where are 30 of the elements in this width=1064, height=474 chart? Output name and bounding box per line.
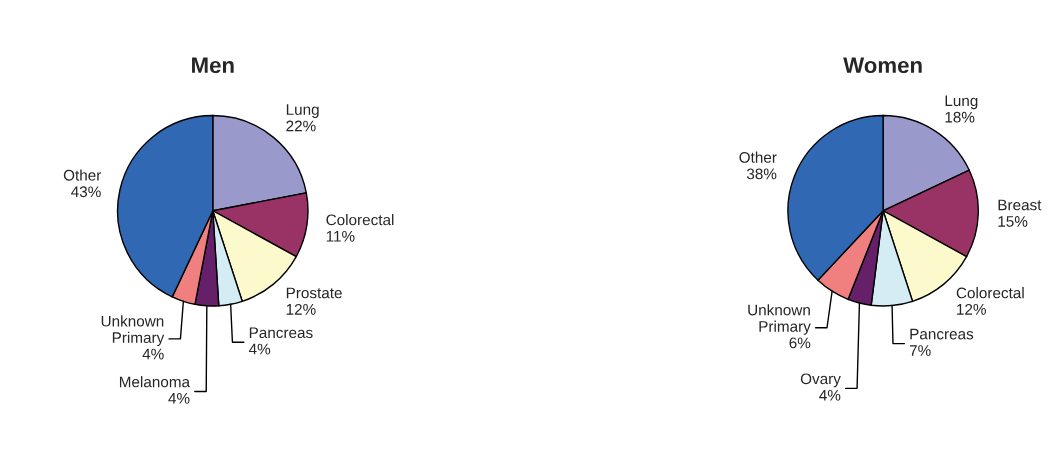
chart-title: Women: [843, 57, 922, 74]
data-label: 22%: [286, 120, 316, 132]
data-label: 15%: [998, 216, 1028, 227]
data-label: 4%: [142, 348, 164, 360]
data-label: 4%: [819, 389, 841, 401]
slice-label: Breast: [998, 199, 1042, 211]
data-label: 11%: [326, 230, 355, 242]
data-label: 18%: [945, 111, 975, 123]
slice-label: Pancreas: [910, 328, 974, 340]
slice-label: Melanoma: [119, 376, 191, 388]
data-label: 43%: [71, 186, 101, 198]
data-label: 12%: [957, 303, 986, 315]
data-label: 12%: [286, 303, 316, 315]
data-label: 4%: [248, 343, 271, 355]
data-label: 7%: [909, 345, 931, 356]
slice-label: Pancreas: [249, 327, 313, 339]
slice-label: Unknown Primary: [101, 315, 165, 347]
data-label: 6%: [789, 337, 811, 349]
chart-title: Men: [192, 57, 234, 74]
slice-label: Unknown Primary: [748, 304, 811, 335]
slice-label: Lung: [286, 104, 319, 118]
slice-label: Ovary: [800, 373, 841, 388]
slice-label: Colorectal: [956, 287, 1024, 299]
slice-label: Colorectal: [326, 214, 394, 226]
slice-label: Prostate: [286, 287, 342, 299]
slice-label: Other: [739, 151, 777, 163]
slice-label: Other: [63, 169, 102, 181]
data-label: 4%: [168, 393, 190, 404]
data-label: 38%: [746, 168, 777, 180]
slice-label: Lung: [945, 95, 978, 110]
